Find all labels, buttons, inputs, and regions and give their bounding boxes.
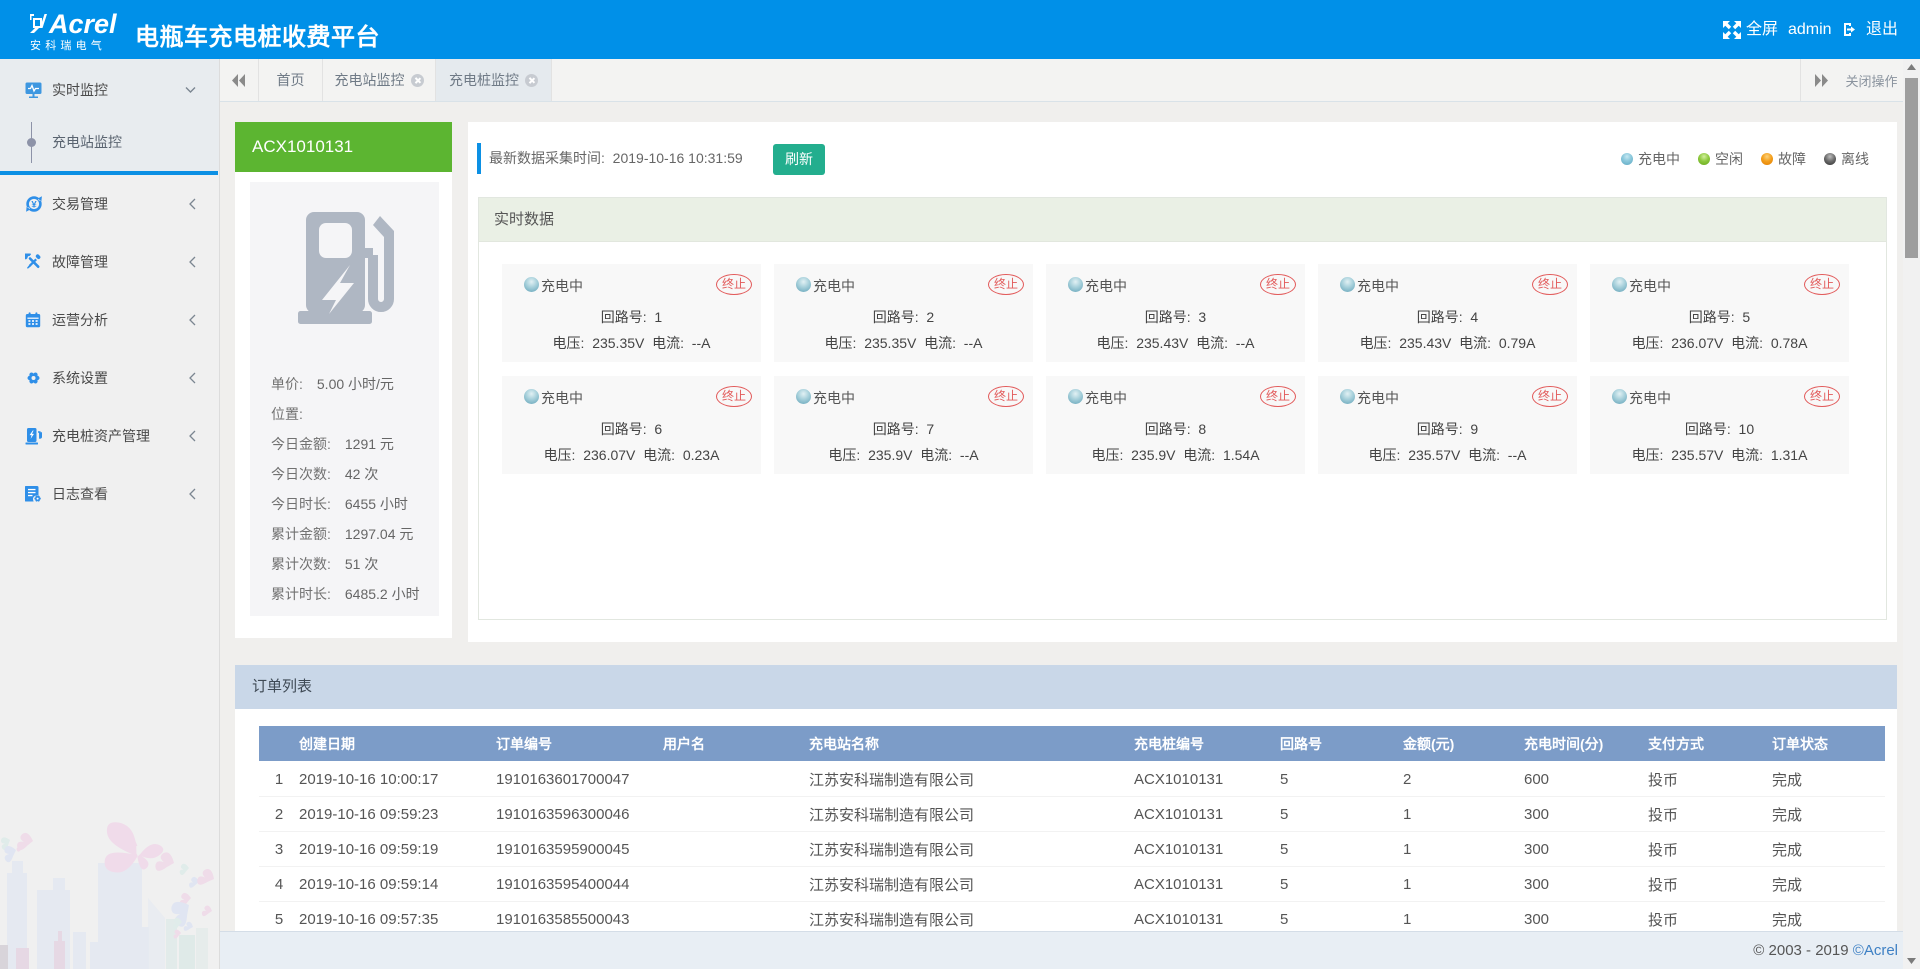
svg-text:¥: ¥ xyxy=(31,199,37,210)
